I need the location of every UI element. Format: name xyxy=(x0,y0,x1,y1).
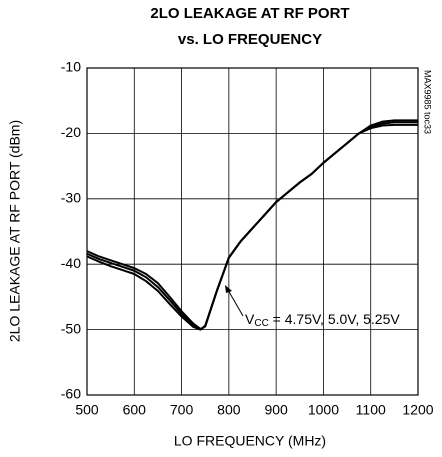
y-tick-label: -50 xyxy=(61,320,81,336)
y-axis-label: 2LO LEAKAGE AT RF PORT (dBm) xyxy=(7,120,23,342)
y-tick-label: -20 xyxy=(61,124,81,140)
y-tick-label: -30 xyxy=(61,190,81,206)
x-tick-label: 600 xyxy=(123,402,147,418)
x-axis-label: LO FREQUENCY (MHz) xyxy=(174,433,326,449)
annotation-part: V xyxy=(245,311,255,327)
annotation: VCC = 4.75V, 5.0V, 5.25V xyxy=(245,311,400,329)
x-tick-label: 700 xyxy=(170,402,194,418)
side-note: MAX9985 toc33 xyxy=(423,70,433,134)
x-tick-label: 800 xyxy=(217,402,241,418)
data-line xyxy=(86,119,418,330)
chart-title: vs. LO FREQUENCY xyxy=(178,31,322,48)
plot-border xyxy=(86,67,419,396)
x-tick-label: 500 xyxy=(75,402,99,418)
y-tick-label: -10 xyxy=(61,59,81,75)
annotation-arrow xyxy=(227,289,244,317)
y-tick-label: -40 xyxy=(61,255,81,271)
x-tick-label: 1200 xyxy=(402,402,433,418)
x-tick-label: 1100 xyxy=(356,402,386,418)
y-tick-label: -60 xyxy=(61,386,81,402)
data-line xyxy=(86,123,418,331)
annotation-part: = 4.75V, 5.0V, 5.25V xyxy=(269,311,401,327)
chart-title: 2LO LEAKAGE AT RF PORT xyxy=(150,5,349,22)
annotation-subscript: CC xyxy=(254,318,268,329)
data-line xyxy=(86,121,418,331)
x-tick-label: 900 xyxy=(264,402,288,418)
x-tick-label: 1000 xyxy=(308,402,339,418)
